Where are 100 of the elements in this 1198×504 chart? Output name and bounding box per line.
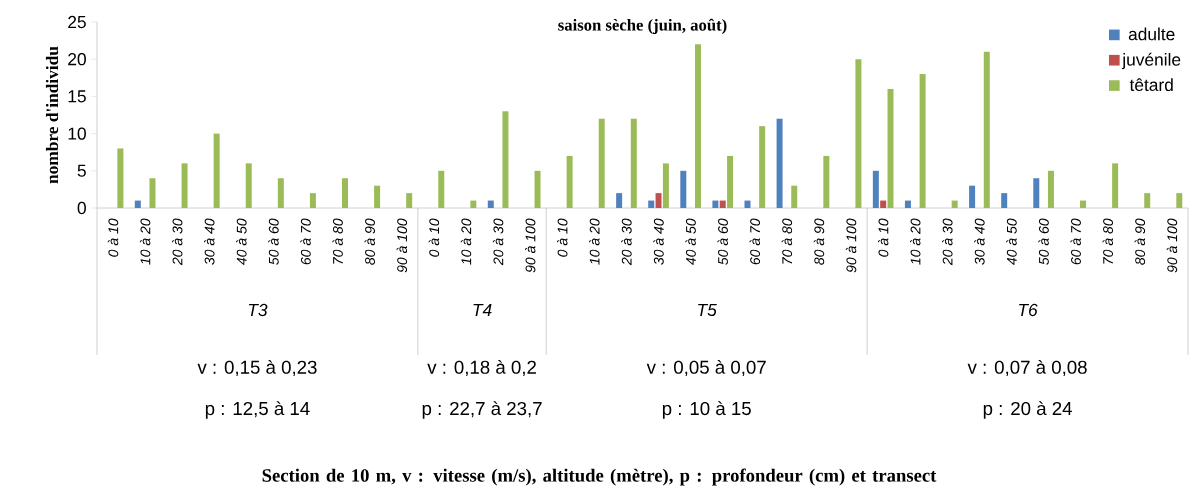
text: T6 xyxy=(1019,303,1038,317)
y-tick-label: 5 xyxy=(77,164,86,177)
bar xyxy=(277,178,284,209)
bar xyxy=(1176,193,1183,209)
text: p : 22,7 à 23,7 xyxy=(422,401,542,419)
bar xyxy=(904,200,911,209)
text: v : 0,15 à 0,23 xyxy=(197,359,317,377)
bar xyxy=(374,185,381,209)
legend-label: têtard xyxy=(1129,78,1173,92)
x-tick-label: 90 à 100 xyxy=(524,218,536,273)
text: T4 xyxy=(473,304,492,316)
bar xyxy=(1112,163,1119,209)
x-tick-label: 70 à 80 xyxy=(781,218,793,264)
bar xyxy=(309,193,316,209)
bar xyxy=(134,200,141,209)
bar xyxy=(655,193,662,209)
text: T5 xyxy=(698,303,717,317)
text: p : 10 à 15 xyxy=(662,401,751,419)
bar xyxy=(919,74,926,209)
bar xyxy=(616,193,623,209)
bar xyxy=(680,170,687,209)
x-tick-label: 90 à 100 xyxy=(1166,218,1178,273)
x-tick-label: 50 à 60 xyxy=(268,218,279,265)
x-tick-label: 60 à 70 xyxy=(1070,218,1081,265)
x-tick-label: 0 à 10 xyxy=(107,218,119,257)
x-tick-label: 20 à 30 xyxy=(621,218,632,266)
bar xyxy=(406,193,413,209)
bar xyxy=(487,200,494,209)
x-tick-label: 30 à 40 xyxy=(204,218,215,265)
bar xyxy=(1001,193,1008,209)
x-tick-label: 90 à 100 xyxy=(396,218,408,273)
bar xyxy=(791,185,798,209)
x-tick-label: 30 à 40 xyxy=(974,218,985,265)
text: v : 0,07 à 0,08 xyxy=(967,359,1087,377)
legend-label: juvénile xyxy=(1121,52,1181,70)
bar xyxy=(1144,193,1151,209)
x-tick-label: 50 à 60 xyxy=(1038,218,1049,265)
text: v : 0,18 à 0,2 xyxy=(427,359,536,377)
bar xyxy=(470,200,477,209)
text: p : 12,5 à 14 xyxy=(205,401,310,419)
x-tick-label: 60 à 70 xyxy=(300,218,311,265)
x-tick-label: 0 à 10 xyxy=(877,218,889,257)
bar xyxy=(213,133,220,209)
x-tick-label: 20 à 30 xyxy=(492,218,504,266)
y-tick-label: 25 xyxy=(68,15,86,29)
bar xyxy=(887,88,894,209)
bar xyxy=(744,200,751,209)
bar xyxy=(776,118,783,209)
bar xyxy=(719,200,726,209)
y-tick-label: 15 xyxy=(68,90,86,103)
x-tick-label: 20 à 30 xyxy=(172,218,183,266)
text: p : 20 à 24 xyxy=(983,401,1072,419)
bar xyxy=(969,185,976,209)
x-tick-label: 70 à 80 xyxy=(1102,218,1114,264)
chart-title: saison sèche (juin, août) xyxy=(558,18,727,35)
y-tick-label: 0 xyxy=(77,201,86,215)
bar xyxy=(566,155,573,209)
bar xyxy=(823,155,830,209)
x-tick-label: 0 à 10 xyxy=(557,218,568,257)
x-tick-label: 10 à 20 xyxy=(589,218,600,265)
bar xyxy=(648,200,655,209)
x-tick-label: 80 à 90 xyxy=(813,218,825,265)
bar xyxy=(245,163,252,209)
bar xyxy=(1047,170,1054,209)
bar xyxy=(534,170,541,209)
bar xyxy=(872,170,879,209)
x-tick-label: 50 à 60 xyxy=(717,218,728,265)
x-tick-label: 40 à 50 xyxy=(236,218,247,266)
bar xyxy=(694,44,701,209)
bar xyxy=(662,163,669,209)
bar xyxy=(880,200,887,209)
text: v : 0,05 à 0,07 xyxy=(646,359,766,377)
bar xyxy=(438,170,445,209)
bar xyxy=(149,178,156,209)
bar xyxy=(181,163,188,209)
bar xyxy=(855,59,862,209)
bar xyxy=(598,118,605,209)
y-axis-title: nombre d'individu xyxy=(45,46,59,184)
x-tick-label: 10 à 20 xyxy=(139,218,151,265)
x-tick-label: 90 à 100 xyxy=(845,218,857,273)
x-tick-label: 0 à 10 xyxy=(428,218,440,257)
bar xyxy=(502,111,509,209)
x-tick-label: 80 à 90 xyxy=(364,218,375,265)
x-tick-label: 40 à 50 xyxy=(1006,218,1017,266)
x-tick-label: 20 à 30 xyxy=(942,218,953,266)
legend-label: adulte xyxy=(1128,27,1175,41)
bar xyxy=(951,200,958,209)
y-tick-label: 10 xyxy=(68,127,86,140)
x-tick-label: 70 à 80 xyxy=(332,218,343,264)
text: T3 xyxy=(248,303,268,317)
bar xyxy=(983,51,990,209)
x-tick-label: 80 à 90 xyxy=(1134,218,1146,265)
bar xyxy=(342,178,348,209)
x-tick-label: 30 à 40 xyxy=(653,218,664,265)
bar xyxy=(712,200,719,209)
bar xyxy=(630,118,637,209)
x-tick-label: 10 à 20 xyxy=(910,218,921,265)
bar xyxy=(117,148,124,209)
bar xyxy=(1080,200,1087,209)
x-tick-label: 60 à 70 xyxy=(749,218,761,265)
